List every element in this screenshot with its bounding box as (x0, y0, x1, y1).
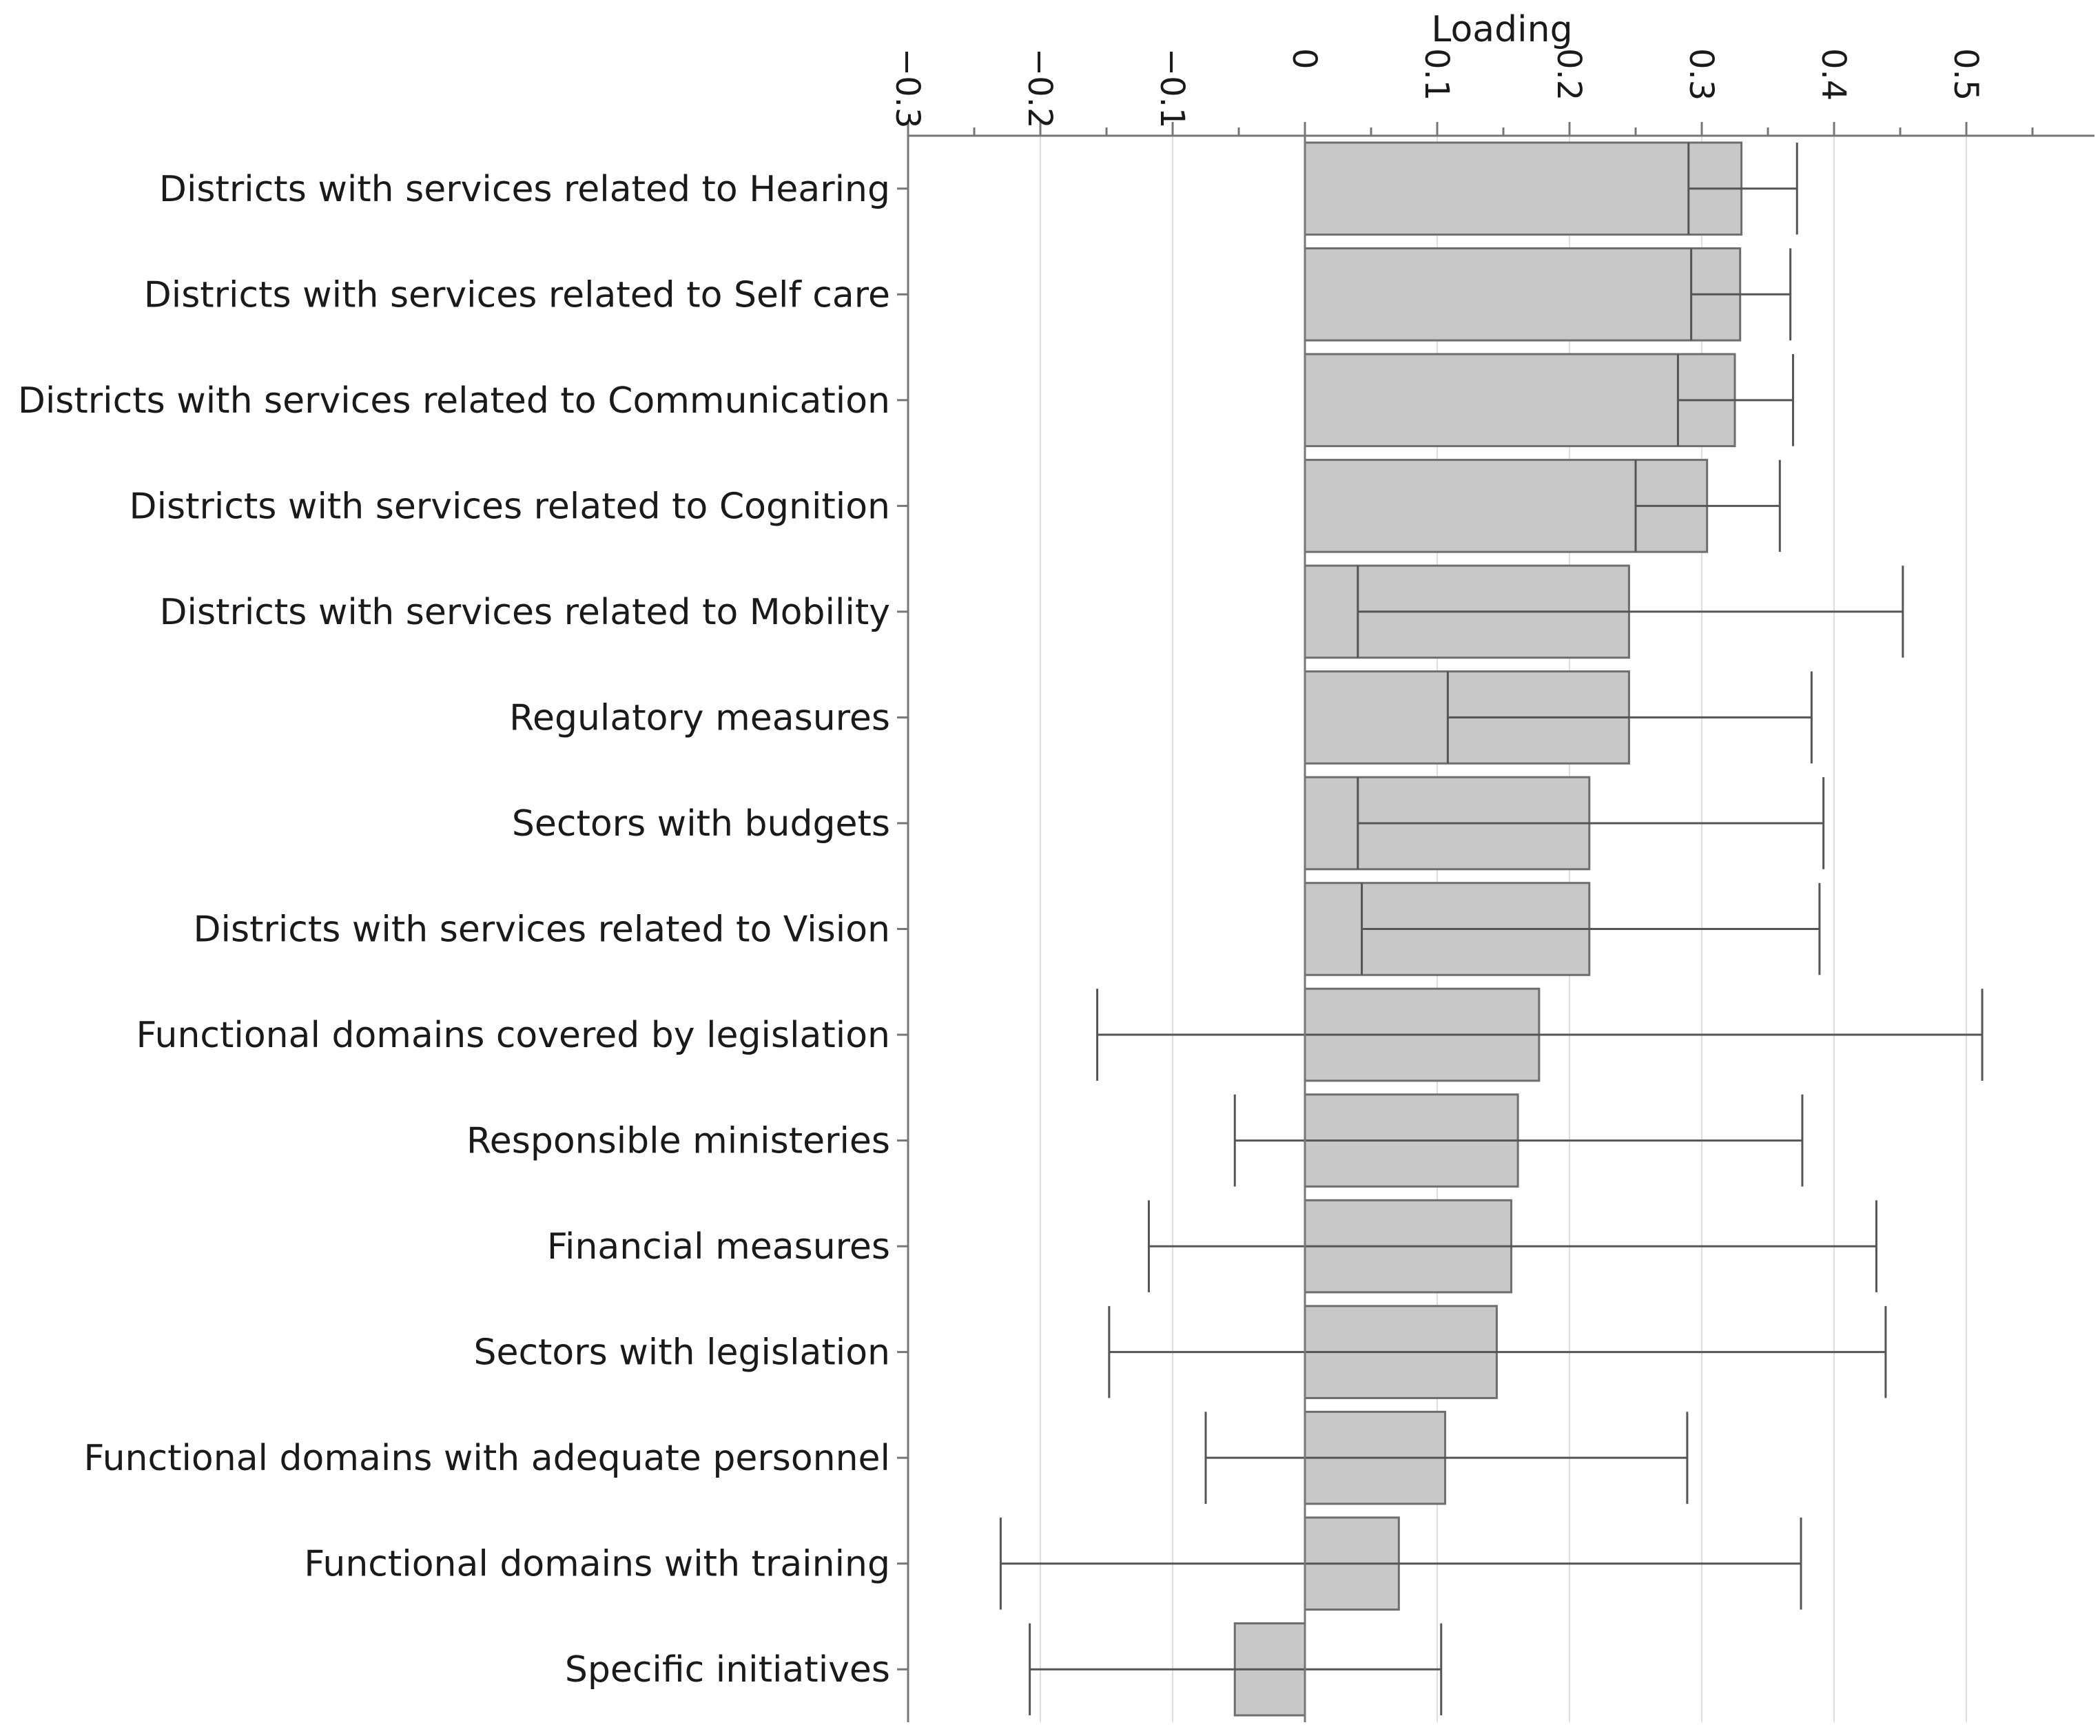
x-axis-title: Loading (1431, 9, 1572, 50)
x-tick-label: 0.4 (1814, 48, 1853, 101)
category-label: Specific initiatives (565, 1649, 890, 1691)
x-tick-label: 0.5 (1946, 48, 1985, 101)
category-label: Functional domains covered by legislatio… (136, 1015, 890, 1056)
x-tick-label: 0.1 (1417, 48, 1456, 101)
category-label: Functional domains with training (304, 1544, 890, 1585)
x-tick-label: 0.2 (1550, 48, 1588, 101)
x-tick-label: −0.1 (1153, 48, 1191, 129)
label-layer: −0.3 −0.2 −0.1 0 0.1 0.2 0.3 0.4 0.5 Districts wi… (18, 48, 1985, 1691)
category-label: Sectors with budgets (512, 803, 890, 845)
bar (1304, 247, 1742, 342)
x-tick-label: 0.3 (1682, 48, 1720, 101)
category-label: Responsible ministeries (466, 1121, 890, 1162)
category-label: Districts with services related to Cogni… (130, 486, 890, 527)
x-tick-label: 0 (1285, 48, 1324, 70)
bar (1304, 353, 1736, 448)
category-label: Sectors with legislation (473, 1332, 890, 1374)
category-label: Districts with services related to Self … (144, 274, 890, 316)
x-tick-label: −0.3 (888, 48, 927, 129)
error-layer (999, 142, 1984, 1716)
category-label: Financial measures (547, 1226, 890, 1268)
category-label: Regulatory measures (509, 697, 890, 738)
category-label: Functional domains with adequate personn… (84, 1438, 890, 1479)
category-label: Districts with services related to Mobil… (159, 592, 890, 633)
category-label: Districts with services related to Visio… (193, 909, 890, 951)
category-label: Districts with services related to Heari… (159, 169, 890, 210)
x-tick-label: −0.2 (1020, 48, 1059, 129)
category-label: Districts with services related to Commu… (18, 380, 890, 422)
axis-layer (897, 122, 2094, 1722)
bar (1304, 141, 1743, 236)
